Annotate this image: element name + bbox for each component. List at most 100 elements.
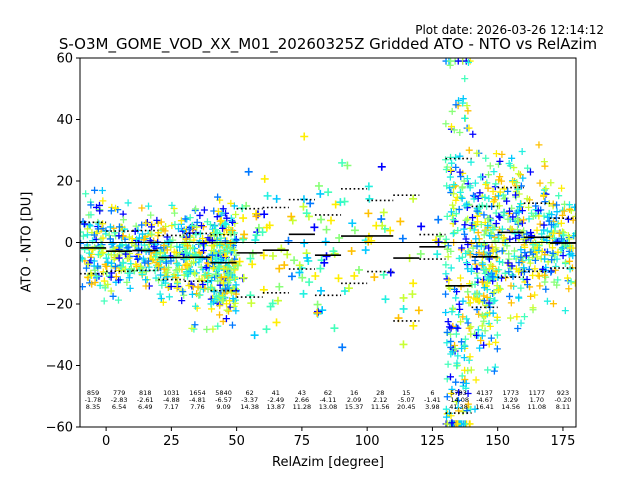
data-point-14-224 [448,419,456,427]
data-point-14-96 [461,366,469,374]
data-point-14-209 [446,373,454,381]
data-point-15-122 [480,317,488,325]
data-point-2-91 [150,243,158,251]
data-point-6-19 [250,331,259,340]
data-point-13-4 [434,215,443,224]
data-point-0-0 [80,239,85,247]
data-point-2-69 [148,230,156,238]
data-point-4-43 [190,269,198,277]
data-point-5-218 [216,311,224,319]
data-point-4-95 [199,235,207,243]
data-point-14-226 [448,308,456,316]
data-point-14-37 [442,261,450,269]
data-point-18-50 [547,179,555,187]
data-point-16-40 [501,269,509,277]
data-point-1-65 [125,243,133,251]
data-point-14-46 [457,173,465,181]
data-point-16-39 [513,313,521,321]
data-point-15-142 [471,405,479,413]
data-point-15-180 [483,279,491,287]
data-point-1-28 [125,274,133,282]
data-point-5-210 [232,290,240,298]
data-point-3-20 [158,281,166,289]
data-point-17-90 [535,246,543,254]
data-point-2-84 [148,223,156,231]
bin-mean-label-4: -4.81 [189,396,206,404]
data-point-5-99 [217,240,225,248]
data-point-14-234 [445,323,453,331]
data-point-5-200 [213,213,221,221]
data-point-14-158 [454,58,462,65]
data-point-8-19 [306,199,315,208]
data-point-8-13 [298,273,307,282]
data-point-1-87 [104,280,112,288]
data-point-5-207 [210,288,218,296]
x-tick-label-100: 100 [355,434,380,449]
data-point-0-84 [88,280,96,288]
data-point-17-109 [526,168,534,176]
data-point-15-174 [479,260,487,268]
data-point-5-162 [217,234,225,242]
data-point-8-9 [305,278,314,287]
data-point-5-239 [222,285,230,293]
bin-std-label-14: 41.38 [449,403,468,411]
y-tick-label-0: 0 [65,236,73,251]
data-point-7-7 [275,282,284,291]
data-point-16-26 [518,219,526,227]
data-point-0-23 [89,237,97,245]
data-point-4-81 [203,325,211,333]
data-point-14-100 [452,196,460,204]
data-point-6-13 [233,261,242,270]
y-tick-label--40: −40 [46,359,73,374]
bin-mean-label-3: -4.88 [163,396,180,404]
data-point-15-155 [478,278,486,286]
data-point-18-48 [554,276,562,284]
data-point-4-127 [186,267,194,275]
data-point-18-79 [549,249,557,257]
data-point-9-18 [335,233,344,242]
data-point-18-35 [548,211,556,219]
data-point-18-93 [555,192,563,200]
data-point-14-202 [450,181,458,189]
data-point-7-13 [263,191,272,200]
data-point-4-120 [195,275,203,283]
data-point-14-87 [461,335,469,343]
data-point-16-119 [500,234,508,242]
data-point-0-80 [102,230,110,238]
data-point-4-124 [183,260,191,268]
bin-std-label-7: 13.87 [266,403,285,411]
data-point-6-16 [240,230,249,239]
data-point-0-46 [100,297,108,305]
data-point-15-109 [481,270,489,278]
data-point-1-55 [106,235,114,243]
data-point-16-84 [507,282,515,290]
data-point-8-20 [287,212,296,221]
data-point-14-72 [464,288,472,296]
data-point-17-64 [523,276,531,283]
data-point-15-40 [476,189,484,197]
data-point-14-199 [462,249,470,257]
data-point-14-5 [460,354,468,362]
data-point-15-108 [486,162,494,170]
data-point-3-41 [177,217,185,225]
data-point-4-126 [185,282,193,290]
data-point-7-15 [273,296,282,305]
data-point-14-236 [456,152,464,160]
data-point-14-218 [454,324,462,332]
data-point-4-98 [193,218,201,226]
data-point-5-167 [209,264,217,272]
data-point-14-239 [447,264,455,272]
data-point-9-24 [314,181,323,190]
data-point-2-19 [153,216,161,224]
data-point-14-88 [458,253,466,261]
data-point-9-15 [313,308,322,317]
data-point-15-94 [492,150,500,158]
data-point-0-74 [100,277,108,285]
bin-std-label-8: 11.28 [293,403,312,411]
bin-std-label-1: 6.54 [112,403,126,411]
data-point-14-144 [461,114,469,122]
data-point-8-11 [299,202,308,211]
data-point-10-6 [350,226,359,235]
data-point-3-24 [157,271,165,279]
data-point-14-195 [466,251,474,259]
